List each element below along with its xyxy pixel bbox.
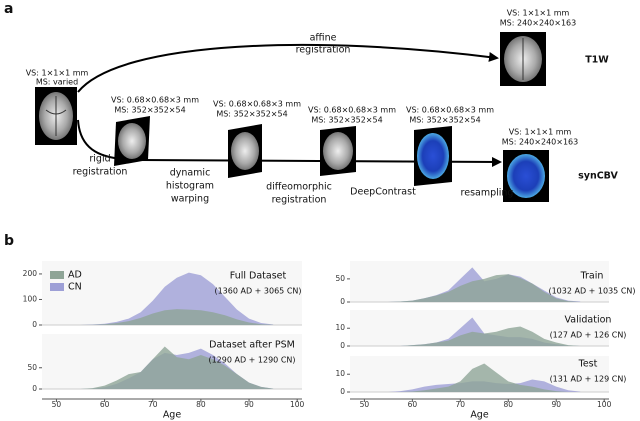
y-tick-label: 50 (335, 274, 345, 283)
annotation: (1032 AD + 1035 CN) (548, 287, 635, 296)
ms-label: MS: 352×352×54 (216, 110, 287, 119)
x-tick-label: 50 (360, 400, 370, 409)
annotation: (1360 AD + 3065 CN) (214, 287, 301, 296)
vs-label: VS: 0.68×0.68×3 mm (406, 106, 494, 115)
cbv-image (414, 126, 452, 186)
y-tick-label: 50 (27, 363, 37, 372)
annotation: Dataset after PSM (209, 340, 295, 351)
annotation: Train (580, 271, 604, 282)
x-tick-label: 100 (290, 400, 305, 409)
x-tick-label: 80 (504, 400, 514, 409)
density-area (80, 272, 274, 325)
x-tick-label: 90 (244, 400, 254, 409)
step-label: warping (171, 194, 209, 205)
annotation: (127 AD + 126 CN) (550, 331, 627, 340)
density-area (80, 346, 274, 389)
ms-label: MS: 240×240×163 (500, 19, 576, 28)
output-label: synCBV (578, 171, 618, 182)
x-tick-label: 90 (551, 400, 561, 409)
y-tick-label: 0 (340, 341, 345, 350)
ms-label: MS: 352×352×54 (311, 116, 382, 125)
step-label: registration (73, 167, 128, 178)
output-label: T1W (585, 55, 609, 66)
brain-image (114, 116, 150, 166)
step-label: diffeomorphic (266, 182, 332, 193)
annotation: (131 AD + 129 CN) (550, 375, 627, 384)
legend-label: AD (68, 270, 82, 281)
vs-label: VS: 1×1×1 mm (507, 9, 570, 18)
vs-label: VS: 0.68×0.68×3 mm (308, 106, 396, 115)
y-tick-label: 200 (23, 269, 38, 278)
ms-label: MS: 240×240×163 (502, 138, 578, 147)
vs-label: VS: 0.68×0.68×3 mm (111, 96, 199, 105)
y-tick-label: 0 (32, 320, 37, 329)
ms-label: MS: varied (36, 78, 78, 87)
panel-label: a (4, 1, 13, 17)
step-label: DeepContrast (350, 187, 416, 198)
x-tick-label: 80 (196, 400, 206, 409)
panel-label: b (4, 233, 14, 249)
step-label: registration (272, 195, 327, 206)
step-label: rigid (89, 154, 110, 165)
brain-image (35, 87, 77, 145)
y-tick-label: 100 (23, 294, 38, 303)
affine-arrow (77, 43, 499, 93)
x-tick-label: 60 (408, 400, 418, 409)
annotation: Validation (565, 315, 612, 326)
step-label: affine (310, 33, 337, 44)
vs-label: VS: 1×1×1 mm (26, 69, 89, 78)
density-area (388, 363, 581, 392)
cbv-image (503, 150, 549, 202)
density-area (80, 309, 274, 325)
legend-swatch (50, 271, 64, 279)
brain-image (228, 124, 262, 178)
ms-label: MS: 352×352×54 (409, 116, 480, 125)
annotation: Full Dataset (230, 271, 287, 282)
x-axis-label: Age (470, 410, 489, 421)
legend-label: CN (68, 282, 82, 293)
y-tick-label: 0 (32, 384, 37, 393)
ms-label: MS: 352×352×54 (114, 106, 185, 115)
x-axis-label: Age (163, 410, 182, 421)
x-tick-label: 100 (597, 400, 612, 409)
y-tick-label: 10 (335, 369, 345, 378)
annotation: (1290 AD + 1290 CN) (208, 356, 295, 365)
step-label: histogram (166, 181, 214, 192)
brain-image (500, 32, 546, 86)
y-tick-label: 10 (335, 323, 345, 332)
x-tick-label: 70 (456, 400, 466, 409)
density-area (388, 326, 581, 346)
annotation: Test (578, 359, 598, 370)
y-tick-label: 0 (340, 297, 345, 306)
density-area (388, 274, 581, 302)
x-tick-label: 60 (100, 400, 110, 409)
step-label: dynamic (170, 168, 211, 179)
legend-swatch (50, 283, 64, 291)
step-label: resampling (461, 188, 514, 199)
x-tick-label: 50 (52, 400, 62, 409)
step-label: registration (296, 45, 351, 56)
vs-label: VS: 0.68×0.68×3 mm (213, 100, 301, 109)
brain-image (320, 126, 356, 176)
vs-label: VS: 1×1×1 mm (509, 128, 572, 137)
x-tick-label: 70 (148, 400, 158, 409)
y-tick-label: 0 (340, 387, 345, 396)
